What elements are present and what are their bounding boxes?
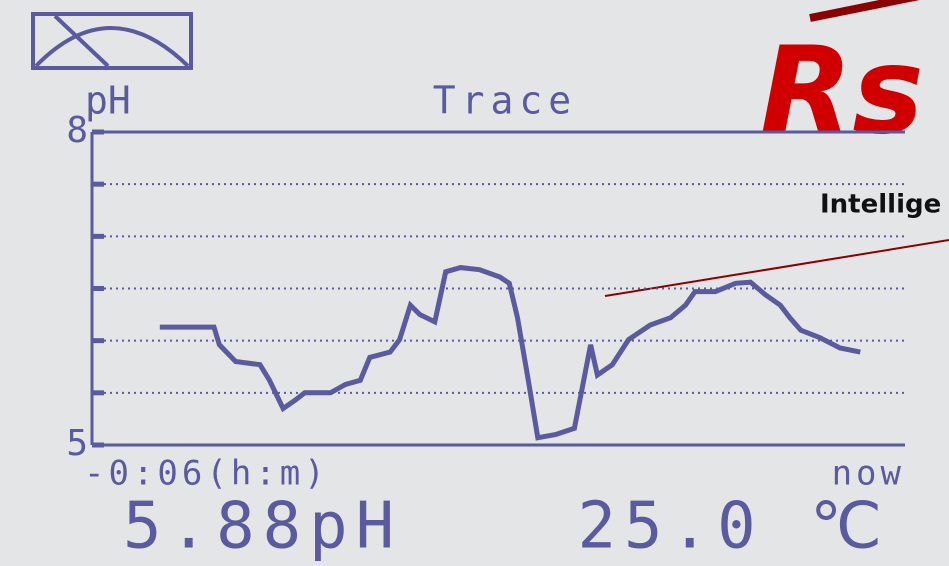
reading: 5.88pH (123, 490, 402, 564)
y-tick-label: 8 (66, 110, 88, 151)
y-axis-label: pH (85, 79, 131, 123)
logo-tagline: Intellige (820, 190, 941, 220)
x-tick-label: now (832, 454, 905, 494)
reading: 25.0 ℃ (577, 490, 890, 564)
x-tick-label: -0:06(h:m) (84, 454, 329, 494)
chart: Rs Intellige pH Trace 58-0:06(h:m)now5.8… (0, 0, 949, 566)
logo-mark: Rs (760, 23, 924, 162)
chart-title: Trace (433, 79, 577, 123)
